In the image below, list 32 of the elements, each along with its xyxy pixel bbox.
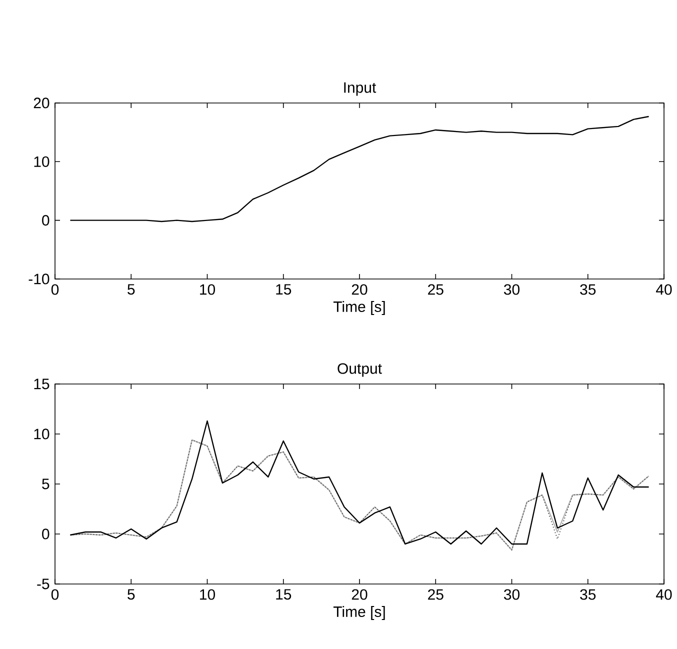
x-tick-label: 20	[352, 589, 368, 600]
x-tick-label: 25	[428, 589, 444, 600]
chart-title: Input	[344, 82, 376, 96]
x-tick-label: 10	[200, 284, 216, 295]
x-tick-label: 20	[352, 284, 368, 295]
x-tick-label: 35	[580, 589, 596, 600]
x-tick-label: 10	[200, 589, 216, 600]
x-axis-title: Time [s]	[333, 606, 385, 620]
x-tick-label: 5	[128, 589, 135, 600]
line-series	[70, 420, 650, 545]
y-tick-label: 10	[34, 156, 50, 167]
y-tick-label: 15	[34, 378, 50, 390]
x-tick-label: 40	[656, 589, 672, 600]
x-tick-label: 40	[656, 284, 672, 295]
x-tick-label: 25	[428, 284, 444, 295]
y-tick-label: 0	[42, 528, 50, 540]
y-tick-label: 5	[42, 478, 50, 490]
x-tick-label: 0	[51, 284, 59, 295]
y-tick-label: 20	[34, 98, 50, 108]
x-tick-label: 5	[128, 284, 135, 295]
x-tick-label: 0	[51, 589, 59, 600]
x-axis-title: Time [s]	[333, 300, 385, 315]
x-tick-label: 35	[580, 284, 596, 295]
y-tick-label: 10	[34, 428, 50, 440]
x-tick-label: 30	[504, 589, 520, 600]
y-tick-label: 0	[42, 215, 50, 226]
chart-title: Output	[338, 363, 382, 377]
x-tick-label: 15	[276, 589, 292, 600]
x-tick-label: 15	[276, 284, 292, 295]
x-tick-label: 30	[504, 284, 520, 295]
y-tick-label: -5	[37, 578, 50, 590]
y-tick-label: -10	[28, 274, 50, 284]
